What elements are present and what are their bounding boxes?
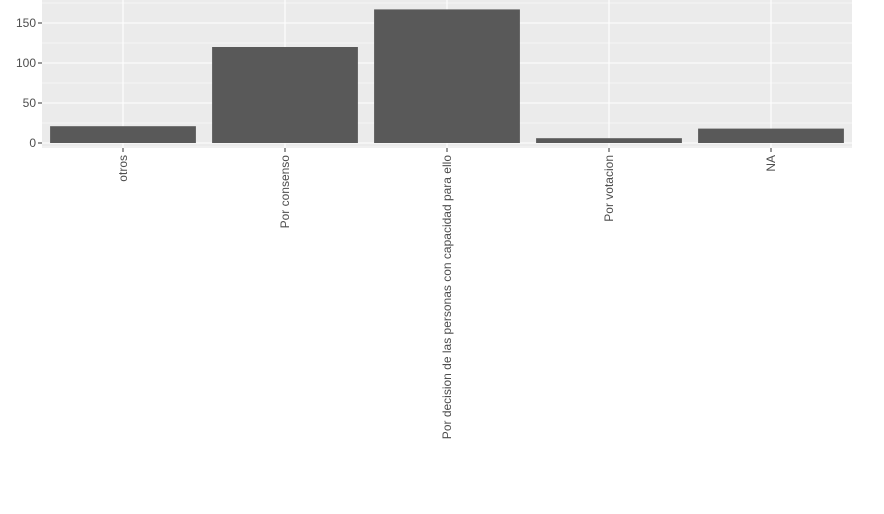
x-tick-label: NA xyxy=(764,155,778,172)
bar xyxy=(374,9,520,144)
bar xyxy=(50,126,196,143)
bar xyxy=(212,47,358,143)
x-tick-label: Por votacion xyxy=(602,155,616,222)
bar xyxy=(698,128,844,143)
bars xyxy=(50,9,844,144)
x-tick-label: Por decision de las personas con capacid… xyxy=(440,155,454,440)
y-tick-label: 50 xyxy=(23,96,37,110)
y-tick-label: 100 xyxy=(16,56,36,70)
bar xyxy=(536,138,682,143)
x-tick-label: otros xyxy=(116,155,130,182)
y-tick-label: 0 xyxy=(29,136,36,150)
y-tick-label: 150 xyxy=(16,16,36,30)
x-tick-label: Por consenso xyxy=(278,155,292,229)
x-axis: otros Por consenso Por decision de las per… xyxy=(116,148,778,439)
x-axis-title: toma_de_decision xyxy=(390,512,504,514)
y-axis: 0 50 100 150 xyxy=(16,16,42,150)
